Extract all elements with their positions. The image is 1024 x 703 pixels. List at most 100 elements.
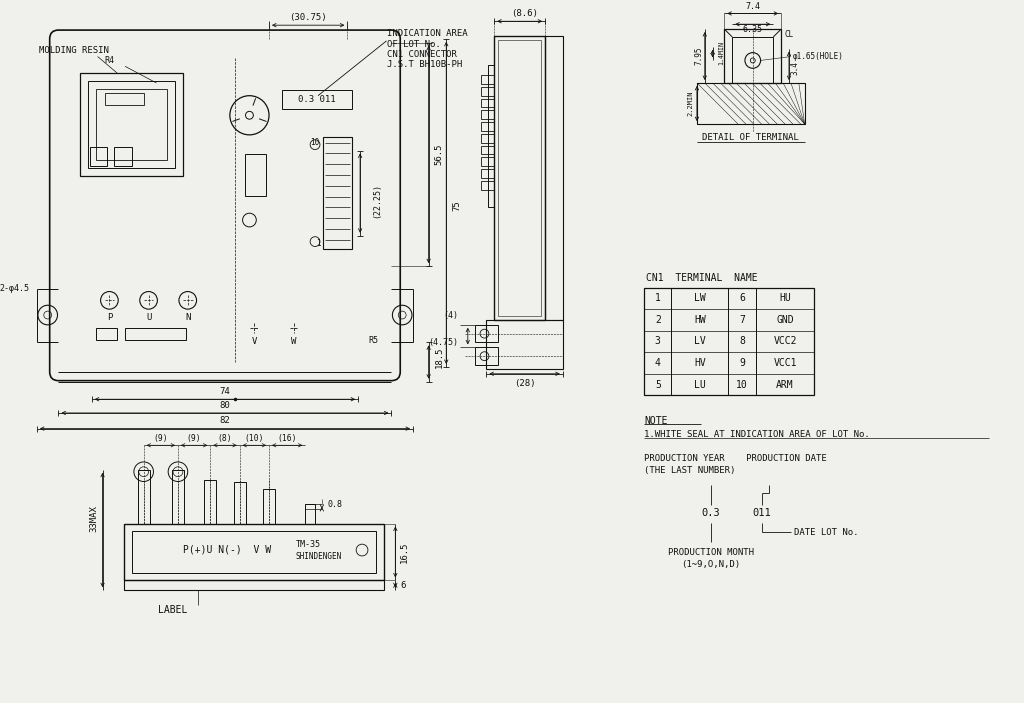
Text: (10): (10): [245, 434, 264, 443]
Text: φ1.65(HOLE): φ1.65(HOLE): [793, 52, 844, 61]
Text: 5: 5: [654, 380, 660, 389]
Text: DETAIL OF TERMINAL: DETAIL OF TERMINAL: [702, 134, 799, 142]
Text: DATE LOT No.: DATE LOT No.: [794, 528, 858, 537]
Text: (9): (9): [153, 434, 168, 443]
Text: 1: 1: [654, 293, 660, 304]
Text: 7: 7: [739, 315, 744, 325]
Text: 6: 6: [739, 293, 744, 304]
Bar: [233, 482, 246, 524]
Bar: [697, 83, 805, 124]
Text: (4): (4): [443, 311, 458, 320]
Text: NOTE: NOTE: [644, 415, 668, 426]
Bar: [480, 110, 495, 120]
Bar: [475, 347, 498, 365]
Text: CN1  TERMINAL  NAME: CN1 TERMINAL NAME: [646, 273, 758, 283]
Text: ARM: ARM: [776, 380, 794, 389]
Bar: [115, 147, 132, 166]
Text: (8): (8): [218, 434, 232, 443]
Text: 9: 9: [739, 358, 744, 368]
Text: (8.6): (8.6): [511, 9, 538, 18]
Bar: [480, 134, 495, 143]
Text: MOLDING RESIN: MOLDING RESIN: [39, 46, 109, 55]
Text: 18.5: 18.5: [434, 347, 443, 368]
Text: 3: 3: [654, 337, 660, 347]
Text: 2: 2: [654, 315, 660, 325]
Text: 011: 011: [753, 508, 771, 518]
Text: 0.3: 0.3: [701, 508, 720, 518]
Bar: [498, 40, 542, 316]
Text: 7.95: 7.95: [694, 46, 703, 65]
Text: (22.25): (22.25): [372, 183, 381, 218]
Bar: [88, 81, 175, 168]
Text: PRODUCTION MONTH: PRODUCTION MONTH: [668, 548, 754, 557]
Bar: [488, 65, 495, 207]
Bar: [480, 122, 495, 131]
Text: LV: LV: [694, 337, 706, 347]
Text: LU: LU: [694, 380, 706, 389]
Text: P(+)U N(-)  V W: P(+)U N(-) V W: [183, 544, 271, 554]
Bar: [323, 137, 352, 250]
Text: 1: 1: [315, 239, 321, 248]
Text: 10: 10: [310, 138, 319, 147]
Bar: [480, 75, 495, 84]
Bar: [480, 87, 495, 96]
Bar: [486, 320, 563, 369]
Text: 56.5: 56.5: [434, 143, 443, 165]
Bar: [495, 36, 545, 320]
Bar: [138, 470, 150, 524]
Text: 82: 82: [219, 416, 230, 425]
Text: (28): (28): [514, 379, 536, 388]
Text: OF LOT No.: OF LOT No.: [386, 40, 440, 49]
Bar: [475, 325, 498, 342]
Bar: [205, 479, 216, 524]
Text: VCC2: VCC2: [773, 337, 797, 347]
Text: HV: HV: [694, 358, 706, 368]
Text: VCC1: VCC1: [773, 358, 797, 368]
Bar: [644, 288, 814, 395]
Text: 8: 8: [739, 337, 744, 347]
Text: P: P: [106, 314, 112, 323]
Text: 0.8: 0.8: [328, 500, 343, 508]
Text: U: U: [145, 314, 152, 323]
Bar: [132, 531, 376, 572]
Text: 0.3 011: 0.3 011: [298, 95, 336, 104]
Text: R4: R4: [104, 56, 115, 65]
Text: 6.35: 6.35: [742, 25, 763, 34]
Text: PRODUCTION YEAR    PRODUCTION DATE: PRODUCTION YEAR PRODUCTION DATE: [644, 453, 826, 463]
Text: HW: HW: [694, 315, 706, 325]
Bar: [480, 98, 495, 108]
Text: 10: 10: [736, 380, 748, 389]
Text: 16.5: 16.5: [400, 541, 410, 563]
Bar: [282, 90, 352, 110]
Text: (THE LAST NUMBER): (THE LAST NUMBER): [644, 466, 735, 475]
Text: CN1 CONNECTOR: CN1 CONNECTOR: [386, 50, 457, 59]
Text: SHINDENGEN: SHINDENGEN: [296, 553, 342, 562]
Text: LW: LW: [694, 293, 706, 304]
Text: (9): (9): [186, 434, 201, 443]
Bar: [724, 29, 781, 83]
Bar: [480, 181, 495, 190]
Bar: [124, 524, 384, 581]
Text: INDICATION AREA: INDICATION AREA: [386, 29, 467, 37]
Bar: [104, 93, 143, 105]
Bar: [245, 155, 266, 195]
Text: N: N: [185, 314, 190, 323]
Text: W: W: [291, 337, 296, 346]
Text: R5: R5: [369, 336, 379, 345]
Bar: [480, 146, 495, 155]
Text: 33MAX: 33MAX: [90, 505, 98, 532]
Text: 4: 4: [654, 358, 660, 368]
Bar: [95, 328, 117, 340]
Text: (1~9,O,N,D): (1~9,O,N,D): [681, 560, 740, 569]
Text: V: V: [252, 337, 257, 346]
Text: 6: 6: [400, 581, 406, 590]
Text: 2-φ4.5: 2-φ4.5: [0, 284, 29, 293]
Text: 80: 80: [219, 401, 230, 410]
Bar: [80, 73, 183, 176]
Text: LABEL: LABEL: [159, 605, 187, 615]
Text: 1.4MIN: 1.4MIN: [719, 41, 725, 65]
Bar: [172, 470, 184, 524]
Text: (30.75): (30.75): [290, 13, 327, 22]
Text: (4.75): (4.75): [428, 338, 458, 347]
Bar: [545, 36, 563, 320]
